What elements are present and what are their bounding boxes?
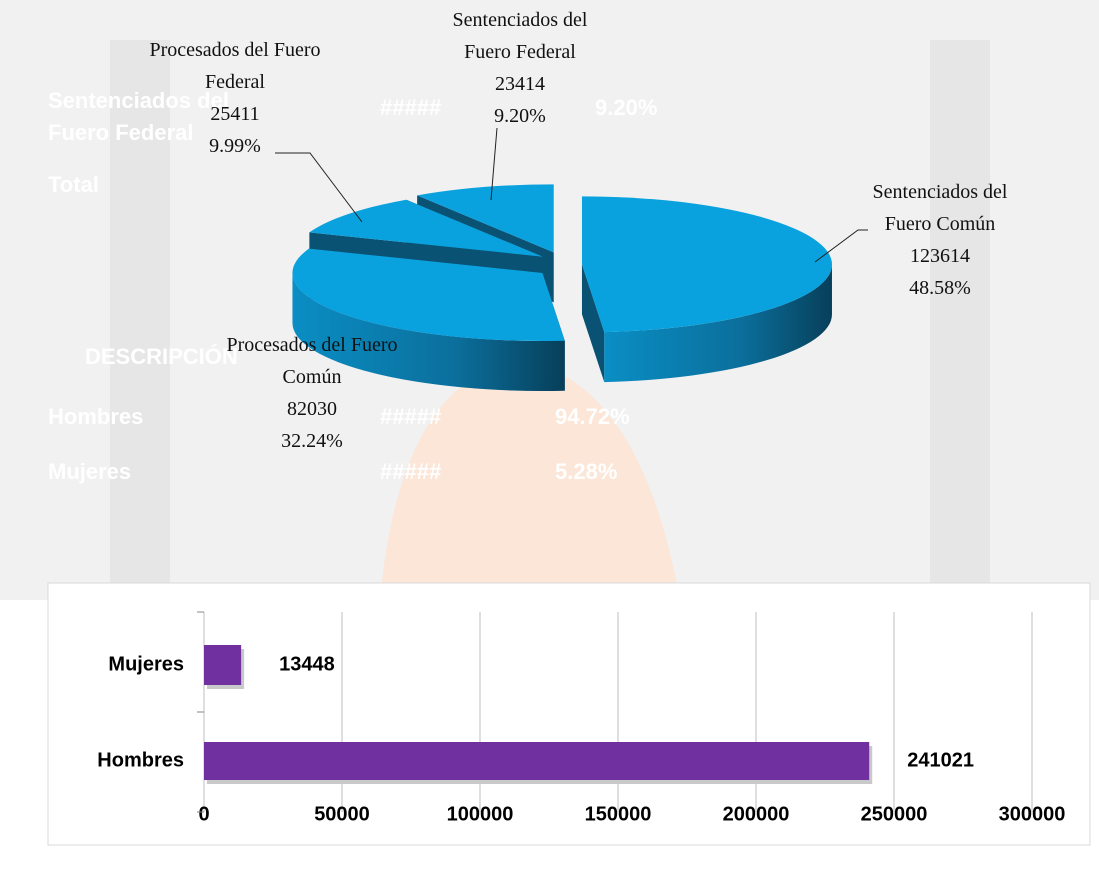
watermark-text: 5.28%	[555, 459, 617, 484]
slice-name: Procesados del Fuero Común	[226, 334, 398, 388]
slice-value: 123614	[910, 245, 970, 267]
slice-percent: 9.20%	[494, 105, 546, 127]
y-category-label: Hombres	[97, 749, 184, 771]
slice-top	[417, 184, 554, 253]
bar-value-label: 241021	[907, 749, 974, 771]
pie-label: Sentenciados del Fuero Común 123614 48.58%	[850, 176, 1030, 304]
slice-name: Procesados del Fuero Federal	[149, 39, 321, 93]
watermark-shape	[380, 360, 680, 600]
watermark-text: #####	[380, 95, 441, 120]
slice-top	[292, 248, 565, 341]
slice-name: Sentenciados del Fuero Federal	[452, 9, 588, 63]
bar-value-label: 13448	[279, 653, 335, 675]
pie-label: Sentenciados del Fuero Federal 23414 9.20%	[430, 4, 610, 132]
bar-chart-frame	[47, 582, 1091, 846]
x-tick-label: 0	[198, 803, 209, 825]
leader-line	[814, 229, 868, 263]
watermark-text: #####	[380, 459, 441, 484]
pie-slice	[581, 196, 832, 383]
x-tick-label: 150000	[585, 803, 652, 825]
leader-line	[275, 152, 363, 223]
x-tick-label: 250000	[861, 803, 928, 825]
watermark-text: Fuero Federal	[48, 120, 193, 145]
slice-value: 23414	[495, 73, 545, 95]
watermark-text: Hombres	[48, 404, 143, 429]
slice-percent: 9.99%	[209, 135, 261, 157]
watermark-shape	[110, 40, 170, 600]
watermark-shape	[930, 40, 990, 600]
leader-line	[490, 127, 498, 201]
pie-label: Procesados del Fuero Federal 25411 9.99%	[145, 34, 325, 162]
pie-slice	[292, 248, 565, 391]
x-tick-label: 200000	[723, 803, 790, 825]
watermark-text: 9.20%	[595, 95, 657, 120]
slice-top	[581, 196, 832, 333]
watermark-text: Sentenciados del	[48, 88, 229, 113]
x-tick-label: 300000	[999, 803, 1066, 825]
watermark-text: Mujeres	[48, 459, 131, 484]
slice-percent: 48.58%	[909, 277, 971, 299]
slice-value: 25411	[210, 103, 260, 125]
y-category-label: Mujeres	[108, 653, 184, 675]
watermark-text: #####	[380, 404, 441, 429]
watermark-text: Total	[48, 172, 99, 197]
slice-side	[292, 272, 565, 391]
slice-value: 82030	[287, 398, 337, 420]
slice-top	[309, 199, 543, 257]
slice-side	[604, 264, 832, 383]
x-tick-label: 50000	[314, 803, 370, 825]
x-tick-label: 100000	[447, 803, 514, 825]
watermark: Sentenciados del Fuero Federal ##### 9.20% T…	[0, 0, 1099, 600]
watermark-text: DESCRIPCIÓN	[85, 344, 238, 369]
watermark-text: 94.72%	[555, 404, 630, 429]
slice-name: Sentenciados del Fuero Común	[872, 181, 1008, 235]
slice-cut-face	[581, 264, 605, 383]
pie-label: Procesados del Fuero Común 82030 32.24%	[222, 329, 402, 457]
bar	[204, 742, 870, 780]
bar	[204, 645, 242, 685]
slice-percent: 32.24%	[281, 430, 343, 452]
